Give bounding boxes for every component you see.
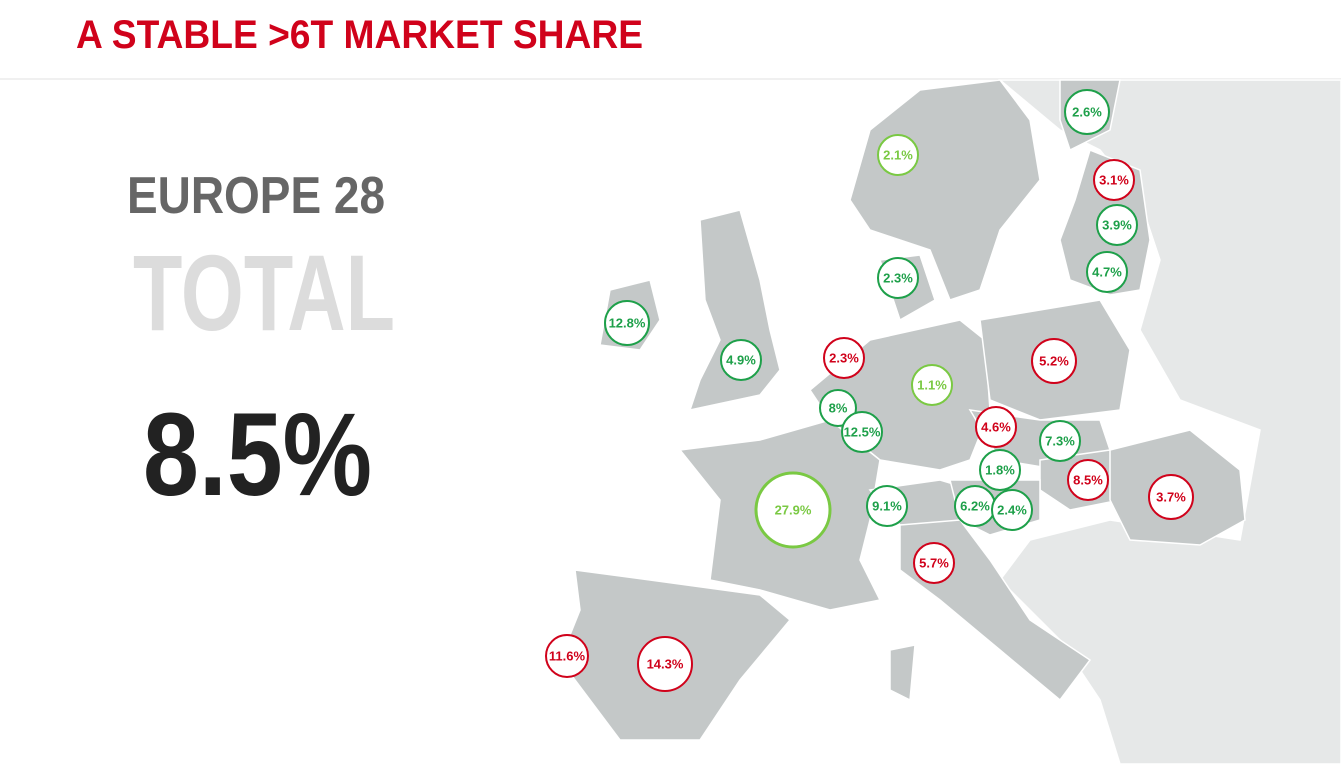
- marker-circle: [1093, 159, 1135, 201]
- marker-label: 1.1%: [917, 378, 947, 393]
- markers: 2.6% 2.1% 3.1% 3.9% 2.3% 4.7% 12.8% 4.9% 2.3% 5.2…: [545, 89, 1194, 692]
- marker-label: 1.8%: [985, 463, 1015, 478]
- marker-circle: [1086, 251, 1128, 293]
- marker-circle: [545, 634, 589, 678]
- marker-circle: [877, 257, 919, 299]
- marker-circle: [975, 406, 1017, 448]
- marker-label: 3.7%: [1156, 490, 1186, 505]
- marker-circle: [1067, 459, 1109, 501]
- marker-circle: [1096, 204, 1138, 246]
- marker-label: 2.6%: [1072, 105, 1102, 120]
- marker-circle: [877, 134, 919, 176]
- marker-circle: [1031, 338, 1077, 384]
- marker-circle: [911, 364, 953, 406]
- marker-label: 6.2%: [960, 499, 990, 514]
- marker-circle: [866, 485, 908, 527]
- marker-label: 2.4%: [997, 503, 1027, 518]
- marker-label: 11.6%: [549, 649, 586, 664]
- marker-label: 2.3%: [883, 271, 913, 286]
- marker-label: 14.3%: [647, 657, 684, 672]
- marker-label: 9.1%: [872, 499, 902, 514]
- marker-label: 5.7%: [919, 556, 949, 571]
- marker-circle: [604, 300, 650, 346]
- marker-circle: [991, 489, 1033, 531]
- marker-circle: [754, 471, 832, 549]
- title: A STABLE >6T MARKET SHARE: [76, 13, 643, 57]
- marker-label: 7.3%: [1045, 434, 1075, 449]
- marker-circle: [841, 411, 883, 453]
- total-label: TOTAL: [133, 232, 395, 353]
- marker-label: 27.9%: [775, 503, 812, 518]
- country: [889, 644, 916, 702]
- marker-circle: [823, 337, 865, 379]
- marker-circle: [913, 542, 955, 584]
- region-label: EUROPE 28: [127, 167, 385, 225]
- marker-circle: [1148, 474, 1194, 520]
- marker-label: 3.1%: [1099, 173, 1129, 188]
- marker-label: 8%: [829, 401, 848, 416]
- marker-label: 5.2%: [1039, 354, 1069, 369]
- marker-circle: [1064, 89, 1110, 135]
- marker-label: 2.1%: [883, 148, 913, 163]
- marker-label: 4.9%: [726, 353, 756, 368]
- marker-label: 12.8%: [609, 316, 646, 331]
- total-value: 8.5%: [143, 389, 372, 521]
- marker-label: 3.9%: [1102, 218, 1132, 233]
- marker-label: 4.6%: [981, 420, 1011, 435]
- marker-circle: [720, 339, 762, 381]
- marker-circle: [819, 389, 857, 427]
- marker-circle: [1039, 420, 1081, 462]
- marker-circle: [979, 449, 1021, 491]
- country: [849, 79, 1041, 301]
- marker-label: 4.7%: [1092, 265, 1122, 280]
- marker-circle: [637, 636, 693, 692]
- marker-label: 12.5%: [844, 425, 881, 440]
- marker-label: 2.3%: [829, 351, 859, 366]
- marker-label: 8.5%: [1073, 473, 1103, 488]
